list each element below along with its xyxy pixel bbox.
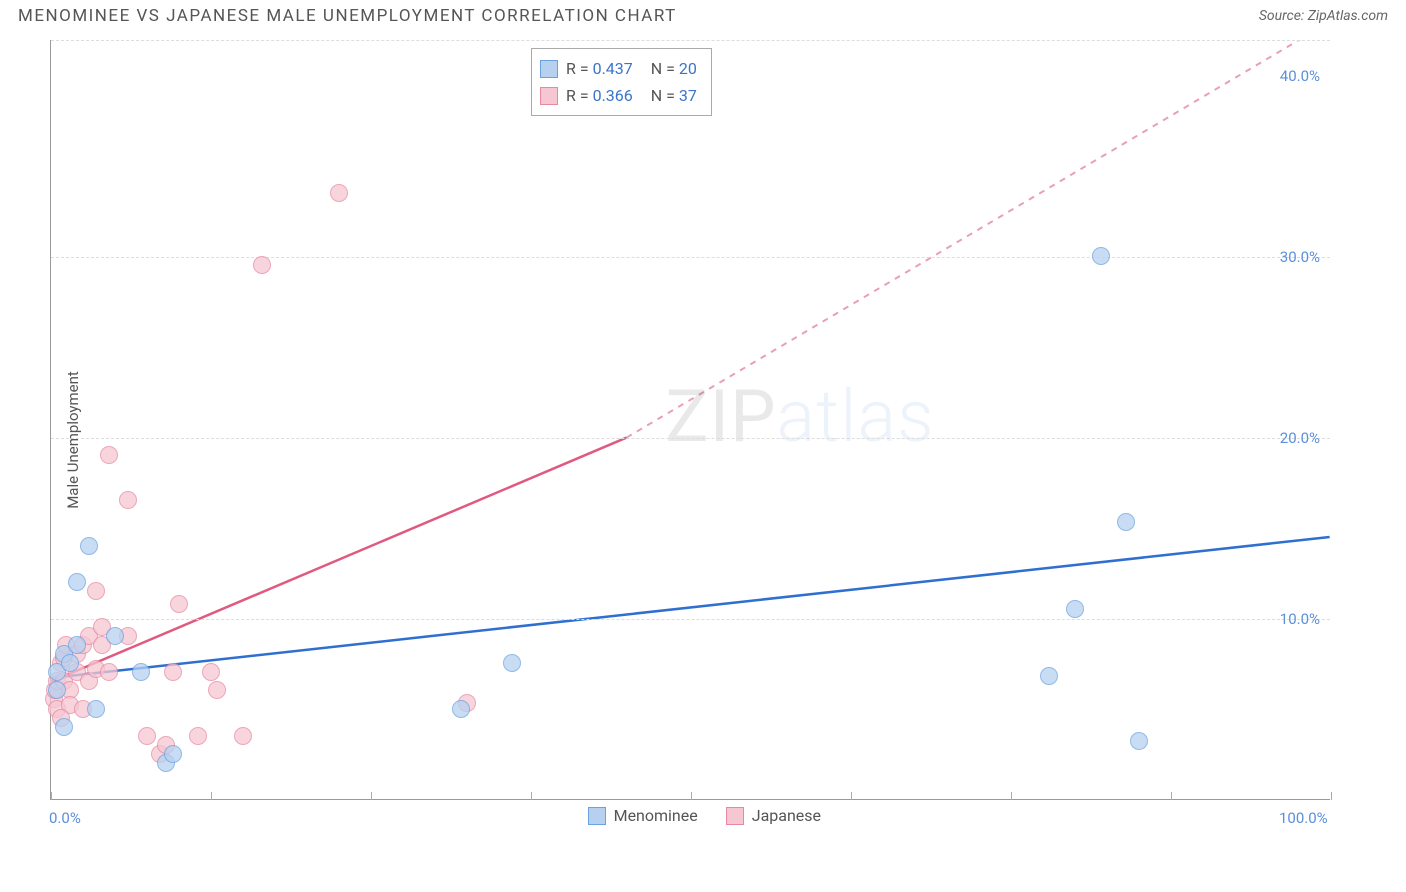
trend-lines-layer — [51, 40, 1330, 799]
series-swatch — [540, 87, 558, 105]
stats-row: R = 0.437N = 20 — [540, 55, 697, 82]
series-swatch — [726, 807, 744, 825]
gridline-h — [51, 257, 1330, 258]
x-tick — [1011, 792, 1012, 800]
scatter-point — [68, 636, 86, 654]
scatter-point — [48, 681, 66, 699]
x-tick — [1171, 792, 1172, 800]
y-tick-label: 30.0% — [1280, 248, 1320, 266]
scatter-point — [189, 727, 207, 745]
scatter-point — [106, 627, 124, 645]
scatter-point — [68, 573, 86, 591]
scatter-point — [100, 663, 118, 681]
scatter-point — [253, 256, 271, 274]
y-tick-label: 20.0% — [1280, 429, 1320, 447]
stats-text: R = 0.366N = 37 — [566, 82, 697, 109]
scatter-point — [234, 727, 252, 745]
scatter-point — [170, 595, 188, 613]
gridline-h — [51, 438, 1330, 439]
x-tick-label: 0.0% — [49, 809, 81, 827]
trend-line — [51, 537, 1329, 678]
scatter-point — [503, 654, 521, 672]
legend-item: Japanese — [726, 806, 821, 825]
plot-area: ZIPatlas R = 0.437N = 20R = 0.366N = 37 … — [50, 40, 1330, 800]
trend-line — [627, 40, 1330, 438]
watermark: ZIPatlas — [665, 374, 934, 459]
stats-row: R = 0.366N = 37 — [540, 82, 697, 109]
series-swatch — [588, 807, 606, 825]
scatter-point — [1066, 600, 1084, 618]
series-swatch — [540, 60, 558, 78]
scatter-point — [1117, 513, 1135, 531]
chart-container: Male Unemployment ZIPatlas R = 0.437N = … — [12, 40, 1394, 840]
legend-label: Japanese — [752, 806, 821, 825]
stats-legend-box: R = 0.437N = 20R = 0.366N = 37 — [531, 48, 712, 116]
scatter-point — [119, 491, 137, 509]
scatter-point — [164, 745, 182, 763]
series-legend: Menominee Japanese — [588, 806, 821, 825]
x-tick — [851, 792, 852, 800]
gridline-h — [51, 40, 1330, 41]
x-tick-label: 100.0% — [1279, 809, 1328, 827]
scatter-point — [87, 700, 105, 718]
source-name: ZipAtlas.com — [1308, 8, 1388, 24]
source-attribution: Source: ZipAtlas.com — [1259, 8, 1388, 24]
source-prefix: Source: — [1259, 8, 1308, 24]
x-tick — [1331, 792, 1332, 800]
scatter-point — [164, 663, 182, 681]
y-tick-label: 10.0% — [1280, 610, 1320, 628]
scatter-point — [452, 700, 470, 718]
scatter-point — [87, 582, 105, 600]
y-tick-label: 40.0% — [1280, 67, 1320, 85]
scatter-point — [1092, 247, 1110, 265]
chart-title: MENOMINEE VS JAPANESE MALE UNEMPLOYMENT … — [18, 6, 677, 26]
scatter-point — [1130, 732, 1148, 750]
x-tick — [211, 792, 212, 800]
scatter-point — [330, 184, 348, 202]
scatter-point — [55, 718, 73, 736]
scatter-point — [80, 537, 98, 555]
trend-line — [51, 438, 626, 682]
scatter-point — [208, 681, 226, 699]
scatter-point — [202, 663, 220, 681]
stats-text: R = 0.437N = 20 — [566, 55, 697, 82]
scatter-point — [61, 654, 79, 672]
x-tick — [531, 792, 532, 800]
x-tick — [51, 792, 52, 800]
scatter-point — [138, 727, 156, 745]
scatter-point — [100, 446, 118, 464]
legend-item: Menominee — [588, 806, 698, 825]
legend-label: Menominee — [614, 806, 698, 825]
scatter-point — [132, 663, 150, 681]
x-tick — [691, 792, 692, 800]
scatter-point — [1040, 667, 1058, 685]
x-tick — [371, 792, 372, 800]
gridline-h — [51, 619, 1330, 620]
